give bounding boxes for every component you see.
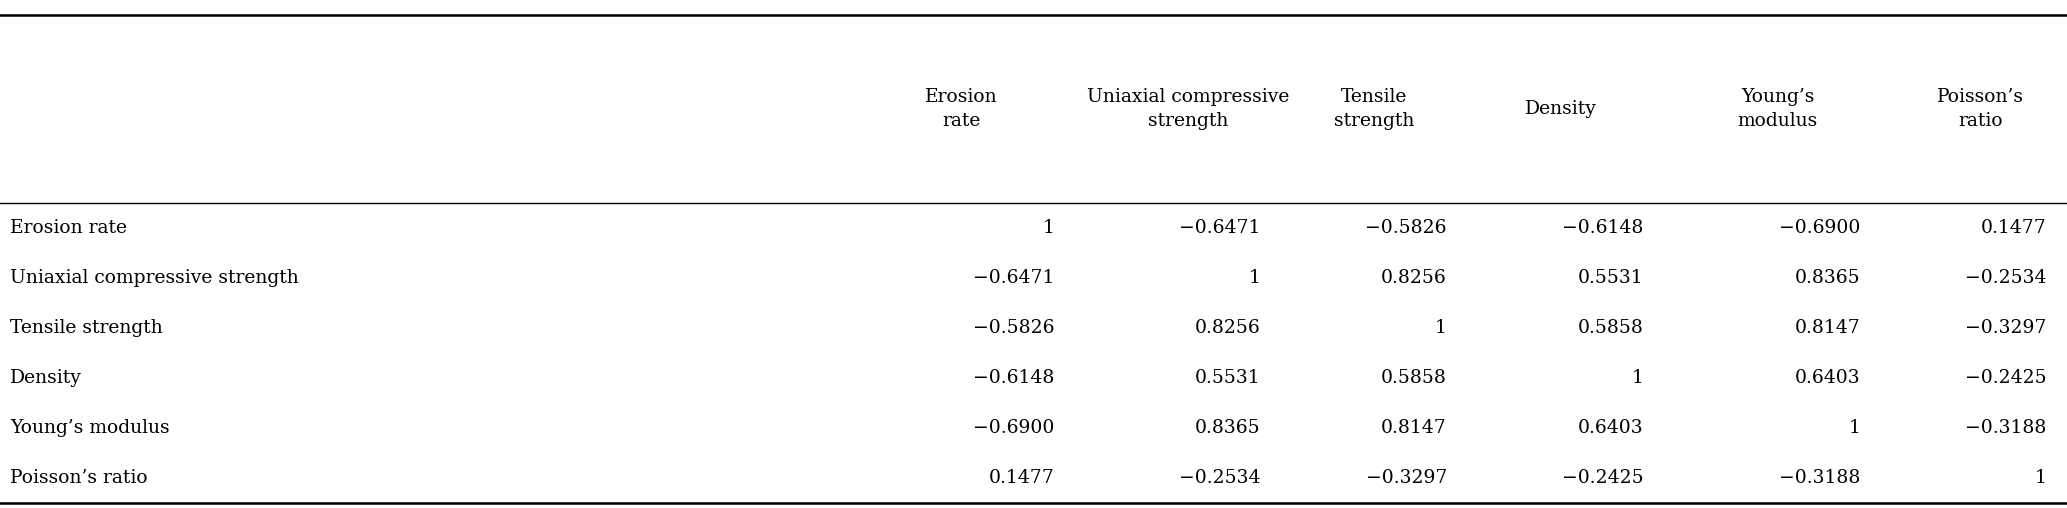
Text: −0.5826: −0.5826 [974, 319, 1054, 337]
Text: 0.6403: 0.6403 [1794, 369, 1860, 387]
Text: 1: 1 [1042, 219, 1054, 237]
Text: 0.5531: 0.5531 [1195, 369, 1261, 387]
Text: −0.2534: −0.2534 [1966, 269, 2046, 287]
Text: 1: 1 [2034, 469, 2046, 487]
Text: 0.1477: 0.1477 [1980, 219, 2046, 237]
Text: 0.8365: 0.8365 [1794, 269, 1860, 287]
Text: Uniaxial compressive strength: Uniaxial compressive strength [10, 269, 300, 287]
Text: Erosion
rate: Erosion rate [924, 88, 998, 130]
Text: 1: 1 [1434, 319, 1447, 337]
Text: 0.1477: 0.1477 [988, 469, 1054, 487]
Text: 1: 1 [1248, 269, 1261, 287]
Text: −0.2534: −0.2534 [1180, 469, 1261, 487]
Text: −0.2425: −0.2425 [1563, 469, 1643, 487]
Text: −0.6148: −0.6148 [974, 369, 1054, 387]
Text: −0.3297: −0.3297 [1966, 319, 2046, 337]
Text: 1: 1 [1848, 419, 1860, 437]
Text: 0.6403: 0.6403 [1577, 419, 1643, 437]
Text: Poisson’s
ratio: Poisson’s ratio [1937, 88, 2024, 130]
Text: Erosion rate: Erosion rate [10, 219, 128, 237]
Text: −0.5826: −0.5826 [1366, 219, 1447, 237]
Text: Poisson’s ratio: Poisson’s ratio [10, 469, 149, 487]
Text: Young’s modulus: Young’s modulus [10, 419, 169, 437]
Text: Tensile
strength: Tensile strength [1335, 88, 1414, 130]
Text: −0.3188: −0.3188 [1780, 469, 1860, 487]
Text: 0.8256: 0.8256 [1381, 269, 1447, 287]
Text: 0.8256: 0.8256 [1195, 319, 1261, 337]
Text: Young’s
modulus: Young’s modulus [1738, 88, 1817, 130]
Text: −0.6900: −0.6900 [974, 419, 1054, 437]
Text: 0.8147: 0.8147 [1794, 319, 1860, 337]
Text: −0.6471: −0.6471 [974, 269, 1054, 287]
Text: −0.2425: −0.2425 [1966, 369, 2046, 387]
Text: −0.6900: −0.6900 [1780, 219, 1860, 237]
Text: 0.8365: 0.8365 [1195, 419, 1261, 437]
Text: 1: 1 [1631, 369, 1643, 387]
Text: −0.3188: −0.3188 [1966, 419, 2046, 437]
Text: 0.5531: 0.5531 [1577, 269, 1643, 287]
Text: 0.5858: 0.5858 [1381, 369, 1447, 387]
Text: −0.6471: −0.6471 [1180, 219, 1261, 237]
Text: 0.5858: 0.5858 [1577, 319, 1643, 337]
Text: Uniaxial compressive
strength: Uniaxial compressive strength [1087, 88, 1290, 130]
Text: −0.6148: −0.6148 [1563, 219, 1643, 237]
Text: −0.3297: −0.3297 [1366, 469, 1447, 487]
Text: Tensile strength: Tensile strength [10, 319, 163, 337]
Text: 0.8147: 0.8147 [1381, 419, 1447, 437]
Text: Density: Density [10, 369, 83, 387]
Text: Density: Density [1525, 100, 1596, 118]
